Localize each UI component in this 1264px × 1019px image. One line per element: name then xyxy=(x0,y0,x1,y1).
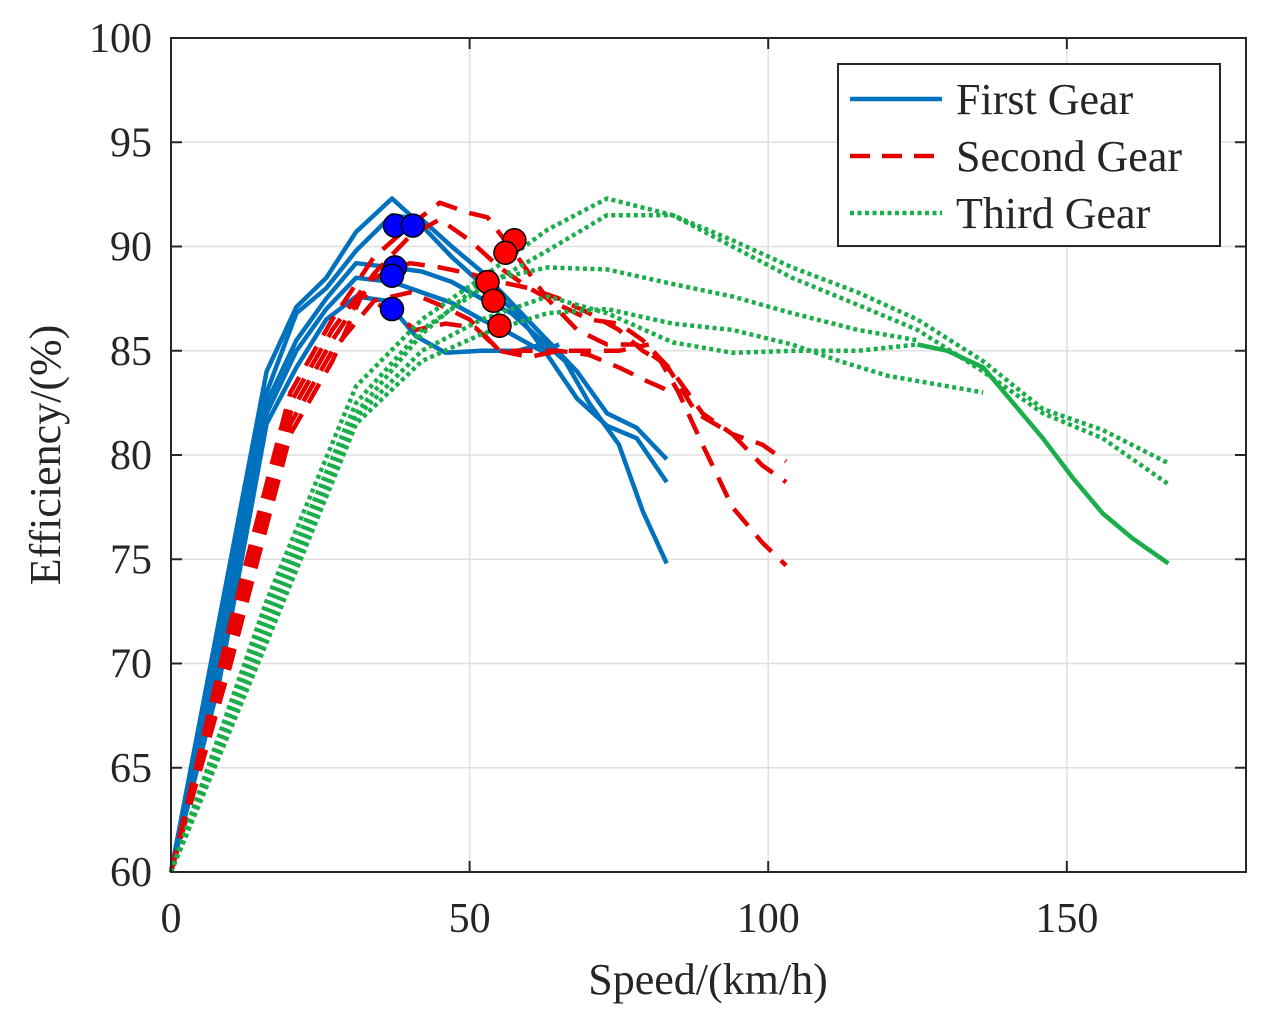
marker-second-gear xyxy=(493,240,518,266)
series-line-second-gear xyxy=(168,290,674,873)
series-line-second-gear xyxy=(168,217,788,873)
series-line-first-gear xyxy=(168,260,669,873)
marker-second-gear xyxy=(487,313,512,338)
marker-first-gear xyxy=(379,263,405,288)
x-tick-label: 0 xyxy=(161,896,182,942)
y-tick-label: 75 xyxy=(110,537,152,583)
y-axis-title: Efficiency/(%) xyxy=(21,325,70,586)
x-tick-label: 100 xyxy=(737,896,800,942)
x-axis-title: Speed/(km/h) xyxy=(588,955,828,1004)
series-line-first-gear xyxy=(168,212,669,873)
series-line-third-gear xyxy=(168,212,1170,873)
series-line-third-gear xyxy=(917,342,1170,566)
series-line-third-gear xyxy=(168,306,984,873)
series-line-second-gear xyxy=(168,200,788,873)
axes xyxy=(170,37,1247,873)
y-tick-label: 85 xyxy=(110,329,152,375)
series-line-third-gear xyxy=(168,196,1170,873)
series-line-first-gear xyxy=(168,196,669,873)
marker-first-gear xyxy=(379,296,405,322)
x-tick-label: 50 xyxy=(449,896,491,942)
series-line-second-gear xyxy=(168,292,650,873)
series-line-third-gear xyxy=(168,294,918,873)
marker-second-gear xyxy=(481,288,506,313)
y-tick-label: 95 xyxy=(110,120,152,166)
legend-label-first-gear: First Gear xyxy=(956,75,1134,124)
y-tick-label: 65 xyxy=(110,746,152,792)
y-tick-label: 60 xyxy=(110,850,152,896)
marker-first-gear xyxy=(400,213,426,238)
y-tick-label: 70 xyxy=(110,642,152,688)
y-tick-label: 80 xyxy=(110,433,152,479)
y-tick-label: 90 xyxy=(110,225,152,271)
x-tick-label: 150 xyxy=(1035,896,1098,942)
y-tick-label: 100 xyxy=(89,16,152,62)
legend: First Gear Second Gear Third Gear xyxy=(837,63,1221,247)
legend-label-third-gear: Third Gear xyxy=(956,189,1151,238)
legend-label-second-gear: Second Gear xyxy=(956,132,1182,181)
series-group xyxy=(168,196,1170,873)
series-line-third-gear xyxy=(168,265,918,873)
marker-group xyxy=(379,213,527,338)
tick-labels: 0 50 100 150 60 65 70 75 80 85 90 95 100 xyxy=(89,16,1098,942)
series-line-second-gear xyxy=(168,260,788,873)
